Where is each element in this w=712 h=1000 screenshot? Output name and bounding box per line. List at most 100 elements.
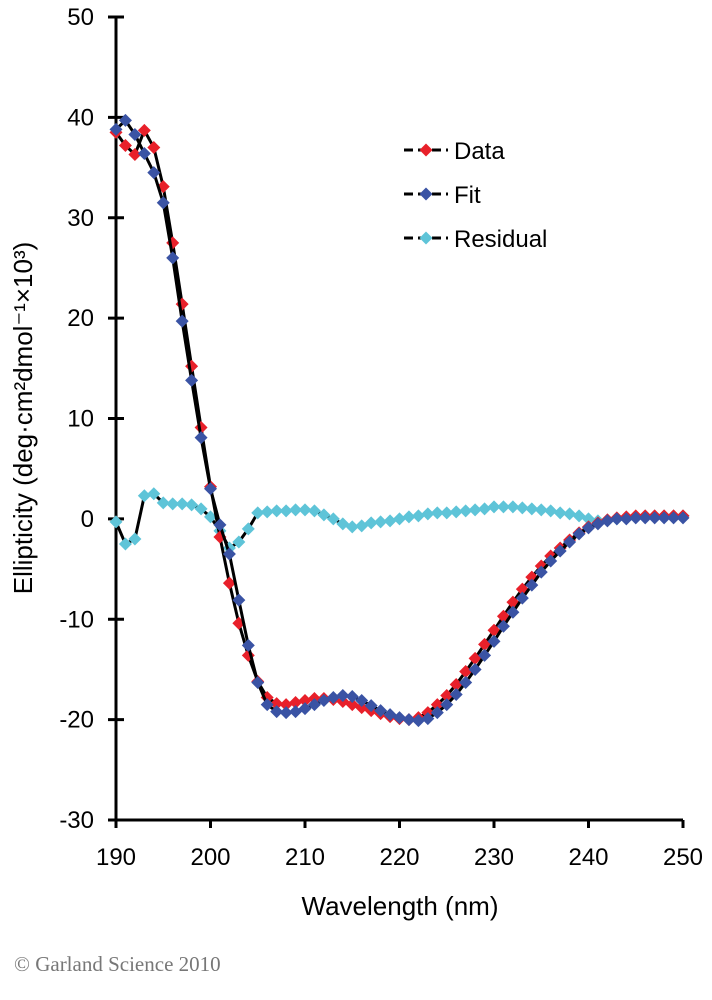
data-point (251, 675, 265, 689)
series-layer (109, 113, 690, 728)
data-point (137, 489, 151, 503)
data-point (345, 690, 359, 704)
data-point (667, 511, 681, 525)
data-point (317, 508, 331, 522)
data-point (166, 251, 180, 265)
data-point (204, 510, 217, 524)
x-tick-label: 230 (474, 844, 514, 871)
data-point (364, 699, 378, 713)
y-tick-label: -20 (59, 707, 94, 734)
x-axis-label: Wavelength (nm) (302, 891, 499, 921)
y-tick-label: -10 (59, 606, 94, 633)
legend-marker (419, 143, 433, 157)
data-point (175, 497, 189, 511)
data-point (478, 648, 492, 662)
data-point (638, 511, 652, 525)
x-tick-label: 240 (568, 844, 608, 871)
data-point (147, 487, 161, 501)
data-point (147, 140, 161, 154)
legend-label: Data (454, 138, 505, 165)
data-point (525, 502, 539, 516)
data-point (128, 148, 142, 162)
data-point (563, 507, 577, 521)
data-point (251, 506, 265, 520)
data-point (289, 696, 303, 710)
data-point (232, 535, 246, 549)
data-point (222, 547, 236, 561)
data-point (307, 504, 321, 518)
data-point (307, 698, 321, 712)
x-tick-label: 210 (285, 844, 325, 871)
data-point (459, 675, 473, 689)
data-point (496, 500, 510, 514)
legend-marker (419, 187, 433, 201)
data-point (326, 691, 340, 705)
data-point (175, 314, 189, 328)
x-tick-label: 250 (663, 844, 703, 871)
x-tick-label: 200 (190, 844, 230, 871)
data-point (383, 514, 397, 528)
data-point (156, 196, 170, 210)
data-point (534, 565, 548, 579)
data-point (156, 496, 170, 510)
x-tick-label: 190 (96, 844, 136, 871)
data-point (629, 511, 643, 525)
data-point (563, 535, 577, 549)
data-point (393, 512, 406, 526)
data-point (572, 527, 586, 541)
data-point (600, 514, 614, 528)
series-data (109, 123, 690, 727)
data-point (411, 714, 425, 728)
y-tick-label: -30 (59, 807, 94, 834)
data-point (118, 113, 132, 127)
data-point (270, 697, 284, 711)
data-point (487, 634, 501, 648)
data-point (534, 503, 548, 517)
x-tick-label: 220 (379, 844, 419, 871)
data-point (393, 711, 406, 725)
data-point (260, 698, 274, 712)
data-point (326, 512, 340, 526)
data-point (506, 500, 520, 514)
data-point (449, 677, 463, 691)
data-point (449, 688, 463, 702)
data-point (128, 532, 142, 546)
data-point (544, 504, 558, 518)
data-point (515, 501, 529, 515)
data-point (213, 518, 227, 532)
data-point (166, 497, 180, 511)
legend-label: Fit (454, 182, 481, 209)
data-point (610, 512, 624, 526)
data-point (648, 511, 662, 525)
data-point (374, 515, 388, 529)
y-tick-label: 20 (67, 305, 94, 332)
data-point (232, 593, 246, 607)
data-point (478, 502, 492, 516)
data-point (298, 503, 312, 517)
copyright-notice: © Garland Science 2010 (14, 952, 221, 976)
data-point (194, 502, 208, 516)
data-point (298, 694, 312, 708)
data-point (185, 373, 199, 387)
data-point (487, 500, 501, 514)
data-point (553, 506, 567, 520)
data-point (468, 662, 482, 676)
data-point (619, 512, 633, 526)
data-point (270, 705, 284, 719)
data-point (459, 664, 473, 678)
data-point (496, 619, 510, 633)
data-point (185, 498, 199, 512)
data-point (430, 506, 444, 520)
data-point (364, 516, 378, 530)
data-point (289, 503, 303, 517)
data-point (440, 698, 454, 712)
data-point (515, 591, 529, 605)
y-tick-label: 50 (67, 4, 94, 31)
data-point (241, 522, 255, 536)
data-point (336, 689, 350, 703)
data-point (459, 504, 473, 518)
legend: Data Fit Residual (404, 138, 547, 253)
legend-label: Residual (454, 226, 547, 253)
data-point (137, 123, 151, 137)
